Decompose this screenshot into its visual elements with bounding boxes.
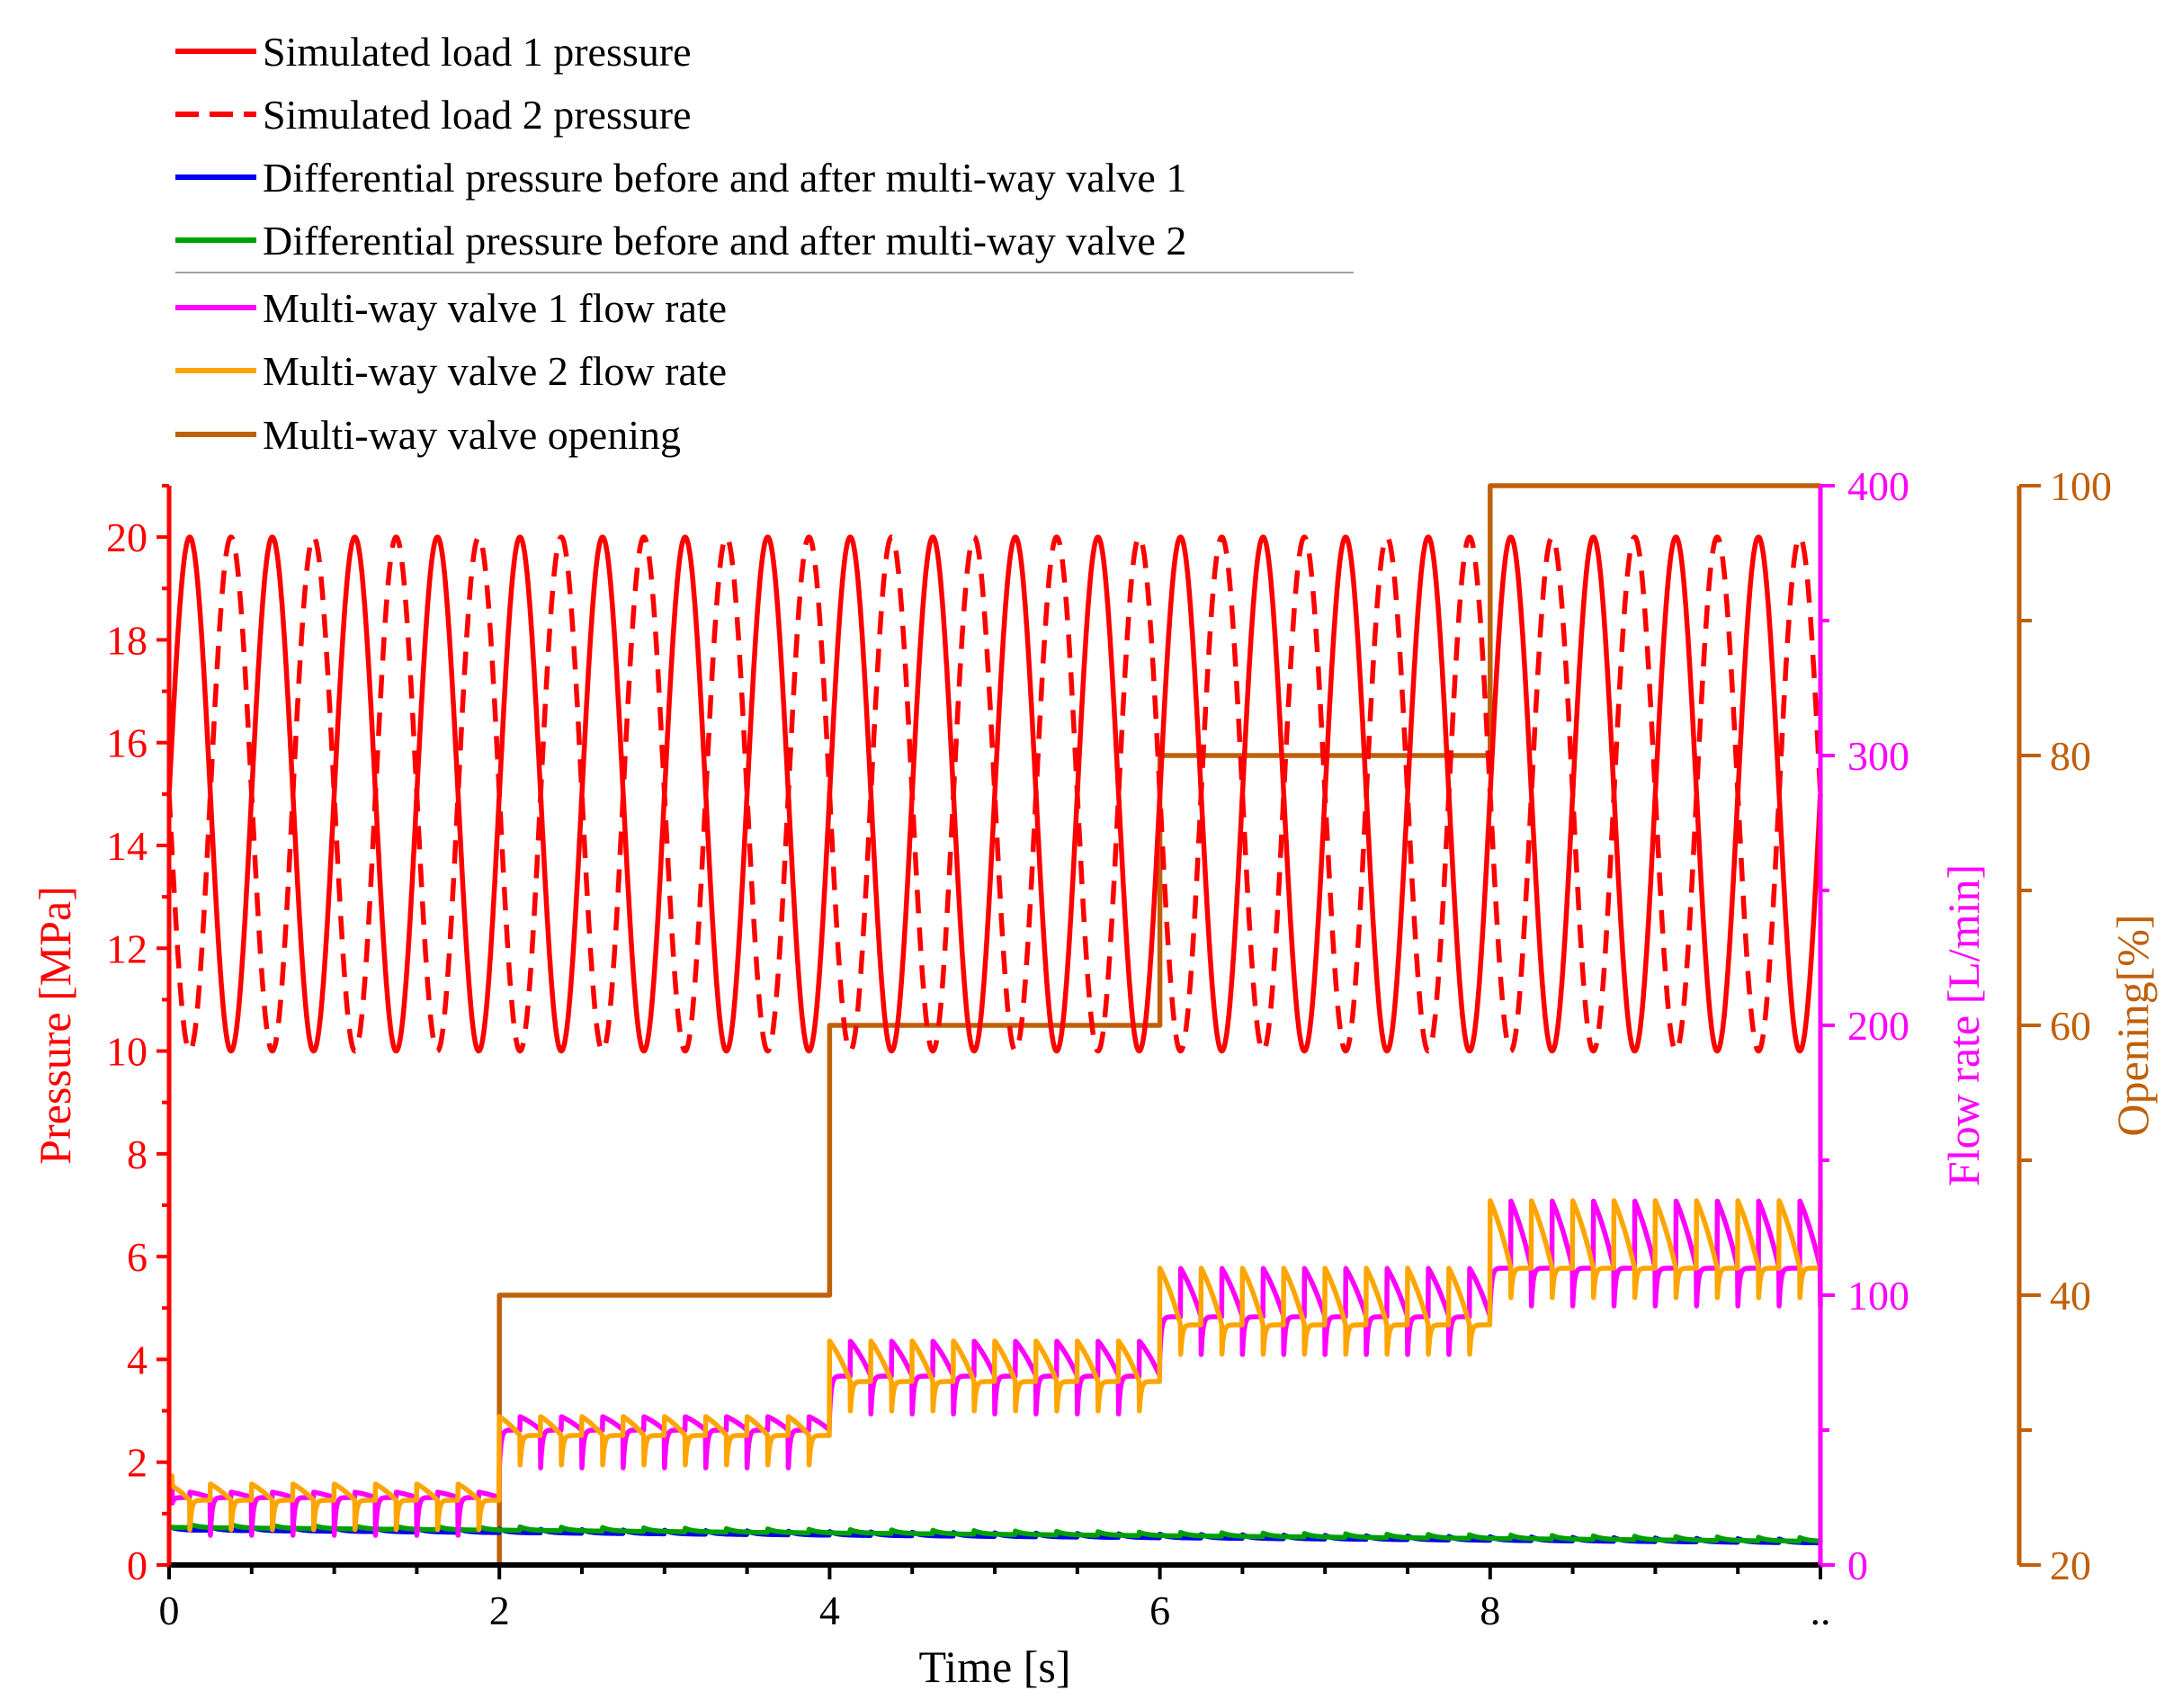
legend-label-load1: Simulated load 1 pressure — [263, 29, 692, 75]
pressure-tick-label: 6 — [127, 1234, 148, 1280]
legend-label-flow1: Multi-way valve 1 flow rate — [263, 285, 727, 331]
legend-label-opening: Multi-way valve opening — [263, 412, 681, 458]
series-layer — [166, 483, 1823, 1568]
x-tick-label: 2 — [489, 1587, 510, 1633]
opening-tick-label: 100 — [2050, 463, 2112, 509]
x-tick-label: 0 — [159, 1587, 180, 1633]
pressure-tick-label: 18 — [106, 617, 148, 663]
legend-label-dp2: Differential pressure before and after m… — [263, 218, 1186, 264]
x-axis-title: Time [s] — [918, 1641, 1070, 1692]
x-tick-label: 4 — [819, 1587, 840, 1633]
opening-tick-label: 80 — [2050, 733, 2091, 779]
opening-tick-label: 20 — [2050, 1543, 2091, 1588]
flow-tick-label: 0 — [1847, 1543, 1868, 1588]
series-load1-line — [166, 534, 1823, 1054]
series-dp2-line — [166, 1521, 1823, 1544]
flow-tick-label: 300 — [1847, 733, 1909, 779]
flow-tick-label: 100 — [1847, 1273, 1909, 1319]
pressure-tick-label: 10 — [106, 1029, 148, 1075]
flow-tick-label: 200 — [1847, 1003, 1909, 1049]
axes-layer: 0 2 4 6 8 .. Time [s] 0 2 4 6 8 10 12 14 16 18 20 Pressure… — [30, 463, 2158, 1692]
legend-label-flow2: Multi-way valve 2 flow rate — [263, 348, 727, 394]
opening-axis-title: Opening[%] — [2107, 914, 2158, 1136]
legend-label-load2: Simulated load 2 pressure — [263, 92, 692, 138]
series-flow1-line — [166, 1198, 1823, 1538]
opening-tick-label: 40 — [2050, 1273, 2091, 1319]
pressure-tick-label: 8 — [127, 1131, 148, 1177]
x-tick-label: .. — [1811, 1587, 1831, 1633]
flow-tick-label: 400 — [1847, 463, 1909, 509]
pressure-tick-label: 14 — [106, 823, 148, 869]
x-tick-label: 8 — [1480, 1587, 1500, 1633]
pressure-axis-title: Pressure [MPa] — [30, 886, 80, 1165]
pressure-tick-label: 16 — [106, 720, 148, 766]
pressure-tick-label: 2 — [127, 1440, 148, 1486]
series-flow2-line — [166, 1198, 1823, 1533]
legend-label-dp1: Differential pressure before and after m… — [263, 155, 1186, 201]
legend: Simulated load 1 pressure Simulated load … — [175, 29, 1354, 458]
x-tick-label: 6 — [1149, 1587, 1170, 1633]
pressure-tick-label: 20 — [106, 514, 148, 560]
pressure-tick-label: 12 — [106, 926, 148, 971]
opening-tick-label: 60 — [2050, 1003, 2091, 1049]
flow-axis-title: Flow rate [L/min] — [1938, 864, 1989, 1186]
pressure-tick-label: 4 — [127, 1337, 148, 1382]
pressure-tick-label: 0 — [127, 1543, 148, 1588]
